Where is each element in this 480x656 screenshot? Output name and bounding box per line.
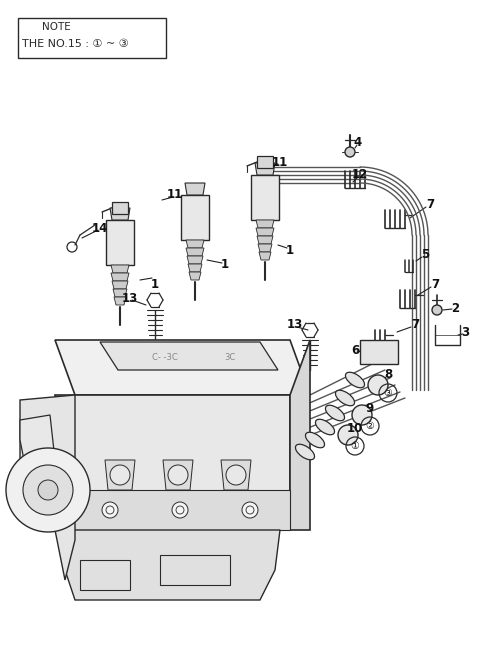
Ellipse shape	[325, 405, 345, 420]
Polygon shape	[186, 248, 204, 256]
Polygon shape	[114, 297, 126, 305]
Circle shape	[432, 305, 442, 315]
Bar	[18, 18, 166, 58]
Circle shape	[172, 502, 188, 518]
Polygon shape	[257, 156, 273, 168]
Polygon shape	[160, 555, 230, 585]
Text: 1: 1	[151, 279, 159, 291]
Polygon shape	[112, 202, 128, 214]
Polygon shape	[112, 281, 128, 289]
Polygon shape	[189, 272, 201, 280]
Circle shape	[168, 465, 188, 485]
Text: 7: 7	[426, 199, 434, 211]
Text: 6: 6	[351, 344, 359, 356]
Circle shape	[226, 465, 246, 485]
Polygon shape	[187, 256, 203, 264]
Polygon shape	[110, 208, 130, 220]
Circle shape	[23, 465, 73, 515]
Polygon shape	[111, 265, 129, 273]
Circle shape	[368, 375, 388, 395]
Polygon shape	[257, 236, 273, 244]
Text: 9: 9	[366, 401, 374, 415]
Polygon shape	[55, 490, 290, 530]
Polygon shape	[185, 183, 205, 195]
Ellipse shape	[296, 444, 314, 460]
Text: 1: 1	[221, 258, 229, 272]
Text: ①: ①	[350, 441, 360, 451]
Text: 3C: 3C	[224, 352, 236, 361]
Text: 14: 14	[92, 222, 108, 234]
Polygon shape	[105, 460, 135, 490]
Text: 12: 12	[352, 169, 368, 182]
Text: 11: 11	[272, 155, 288, 169]
Polygon shape	[290, 340, 310, 530]
Text: 7: 7	[411, 319, 419, 331]
Ellipse shape	[305, 432, 324, 448]
Polygon shape	[20, 395, 75, 580]
Text: 7: 7	[431, 279, 439, 291]
Polygon shape	[55, 340, 310, 395]
Polygon shape	[186, 240, 204, 248]
Ellipse shape	[346, 372, 364, 388]
Polygon shape	[106, 220, 134, 265]
Circle shape	[110, 465, 130, 485]
Polygon shape	[20, 415, 55, 465]
Text: 13: 13	[122, 291, 138, 304]
Text: THE NO.15 : ① ~ ③: THE NO.15 : ① ~ ③	[22, 39, 129, 49]
Polygon shape	[256, 220, 274, 228]
Bar	[360, 340, 398, 364]
Text: 10: 10	[347, 422, 363, 434]
Polygon shape	[255, 163, 275, 175]
Polygon shape	[259, 252, 271, 260]
Text: 1: 1	[286, 243, 294, 256]
Text: NOTE: NOTE	[42, 22, 71, 32]
Text: ②: ②	[366, 421, 374, 431]
Ellipse shape	[315, 419, 335, 435]
Polygon shape	[256, 228, 274, 236]
Polygon shape	[111, 273, 129, 281]
Polygon shape	[100, 342, 278, 370]
Text: 5: 5	[421, 249, 429, 262]
Circle shape	[6, 448, 90, 532]
Text: 4: 4	[354, 136, 362, 150]
Polygon shape	[113, 289, 127, 297]
Polygon shape	[258, 244, 272, 252]
Polygon shape	[181, 195, 209, 240]
Polygon shape	[163, 460, 193, 490]
Ellipse shape	[336, 390, 355, 406]
Polygon shape	[80, 560, 130, 590]
Polygon shape	[55, 395, 290, 530]
Text: 13: 13	[287, 319, 303, 331]
Polygon shape	[65, 530, 280, 600]
Circle shape	[338, 425, 358, 445]
Circle shape	[102, 502, 118, 518]
Circle shape	[38, 480, 58, 500]
Circle shape	[242, 502, 258, 518]
Text: ③: ③	[384, 388, 392, 398]
Polygon shape	[221, 460, 251, 490]
Circle shape	[352, 405, 372, 425]
Polygon shape	[188, 264, 202, 272]
Circle shape	[345, 147, 355, 157]
Text: 8: 8	[384, 369, 392, 382]
Polygon shape	[251, 175, 279, 220]
Text: 11: 11	[167, 188, 183, 201]
Text: 2: 2	[451, 302, 459, 314]
Text: 3: 3	[461, 327, 469, 340]
Text: C- -3C: C- -3C	[152, 352, 178, 361]
